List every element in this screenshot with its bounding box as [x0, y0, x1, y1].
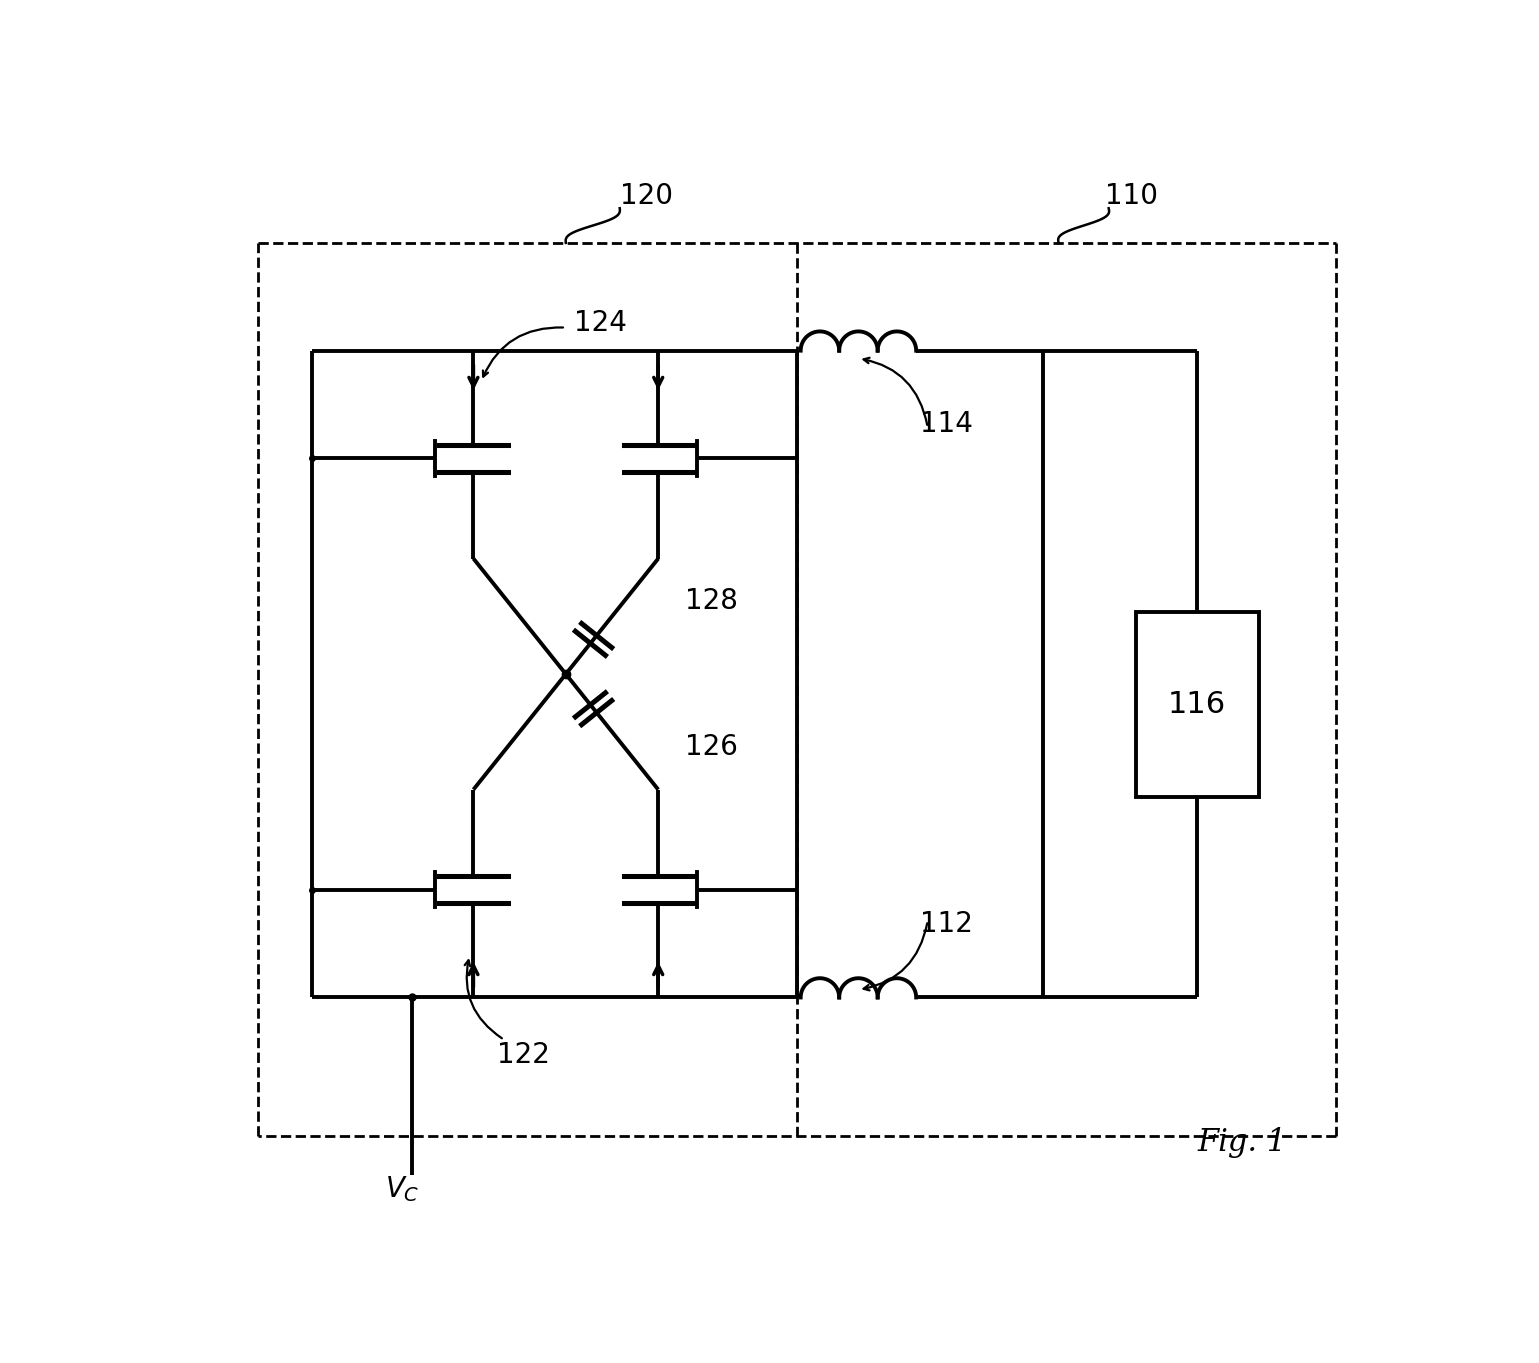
Text: 128: 128 — [685, 586, 739, 615]
Text: 114: 114 — [920, 409, 973, 438]
Text: 120: 120 — [620, 183, 673, 210]
Text: 116: 116 — [1168, 691, 1227, 720]
Text: 122: 122 — [497, 1041, 549, 1069]
Text: 126: 126 — [685, 733, 739, 761]
Text: 124: 124 — [574, 309, 626, 338]
Bar — [1136, 612, 1259, 797]
Text: 110: 110 — [1105, 183, 1157, 210]
Text: Fig. 1: Fig. 1 — [1197, 1127, 1287, 1159]
Text: $V_C$: $V_C$ — [385, 1175, 420, 1205]
Text: 112: 112 — [920, 910, 973, 938]
